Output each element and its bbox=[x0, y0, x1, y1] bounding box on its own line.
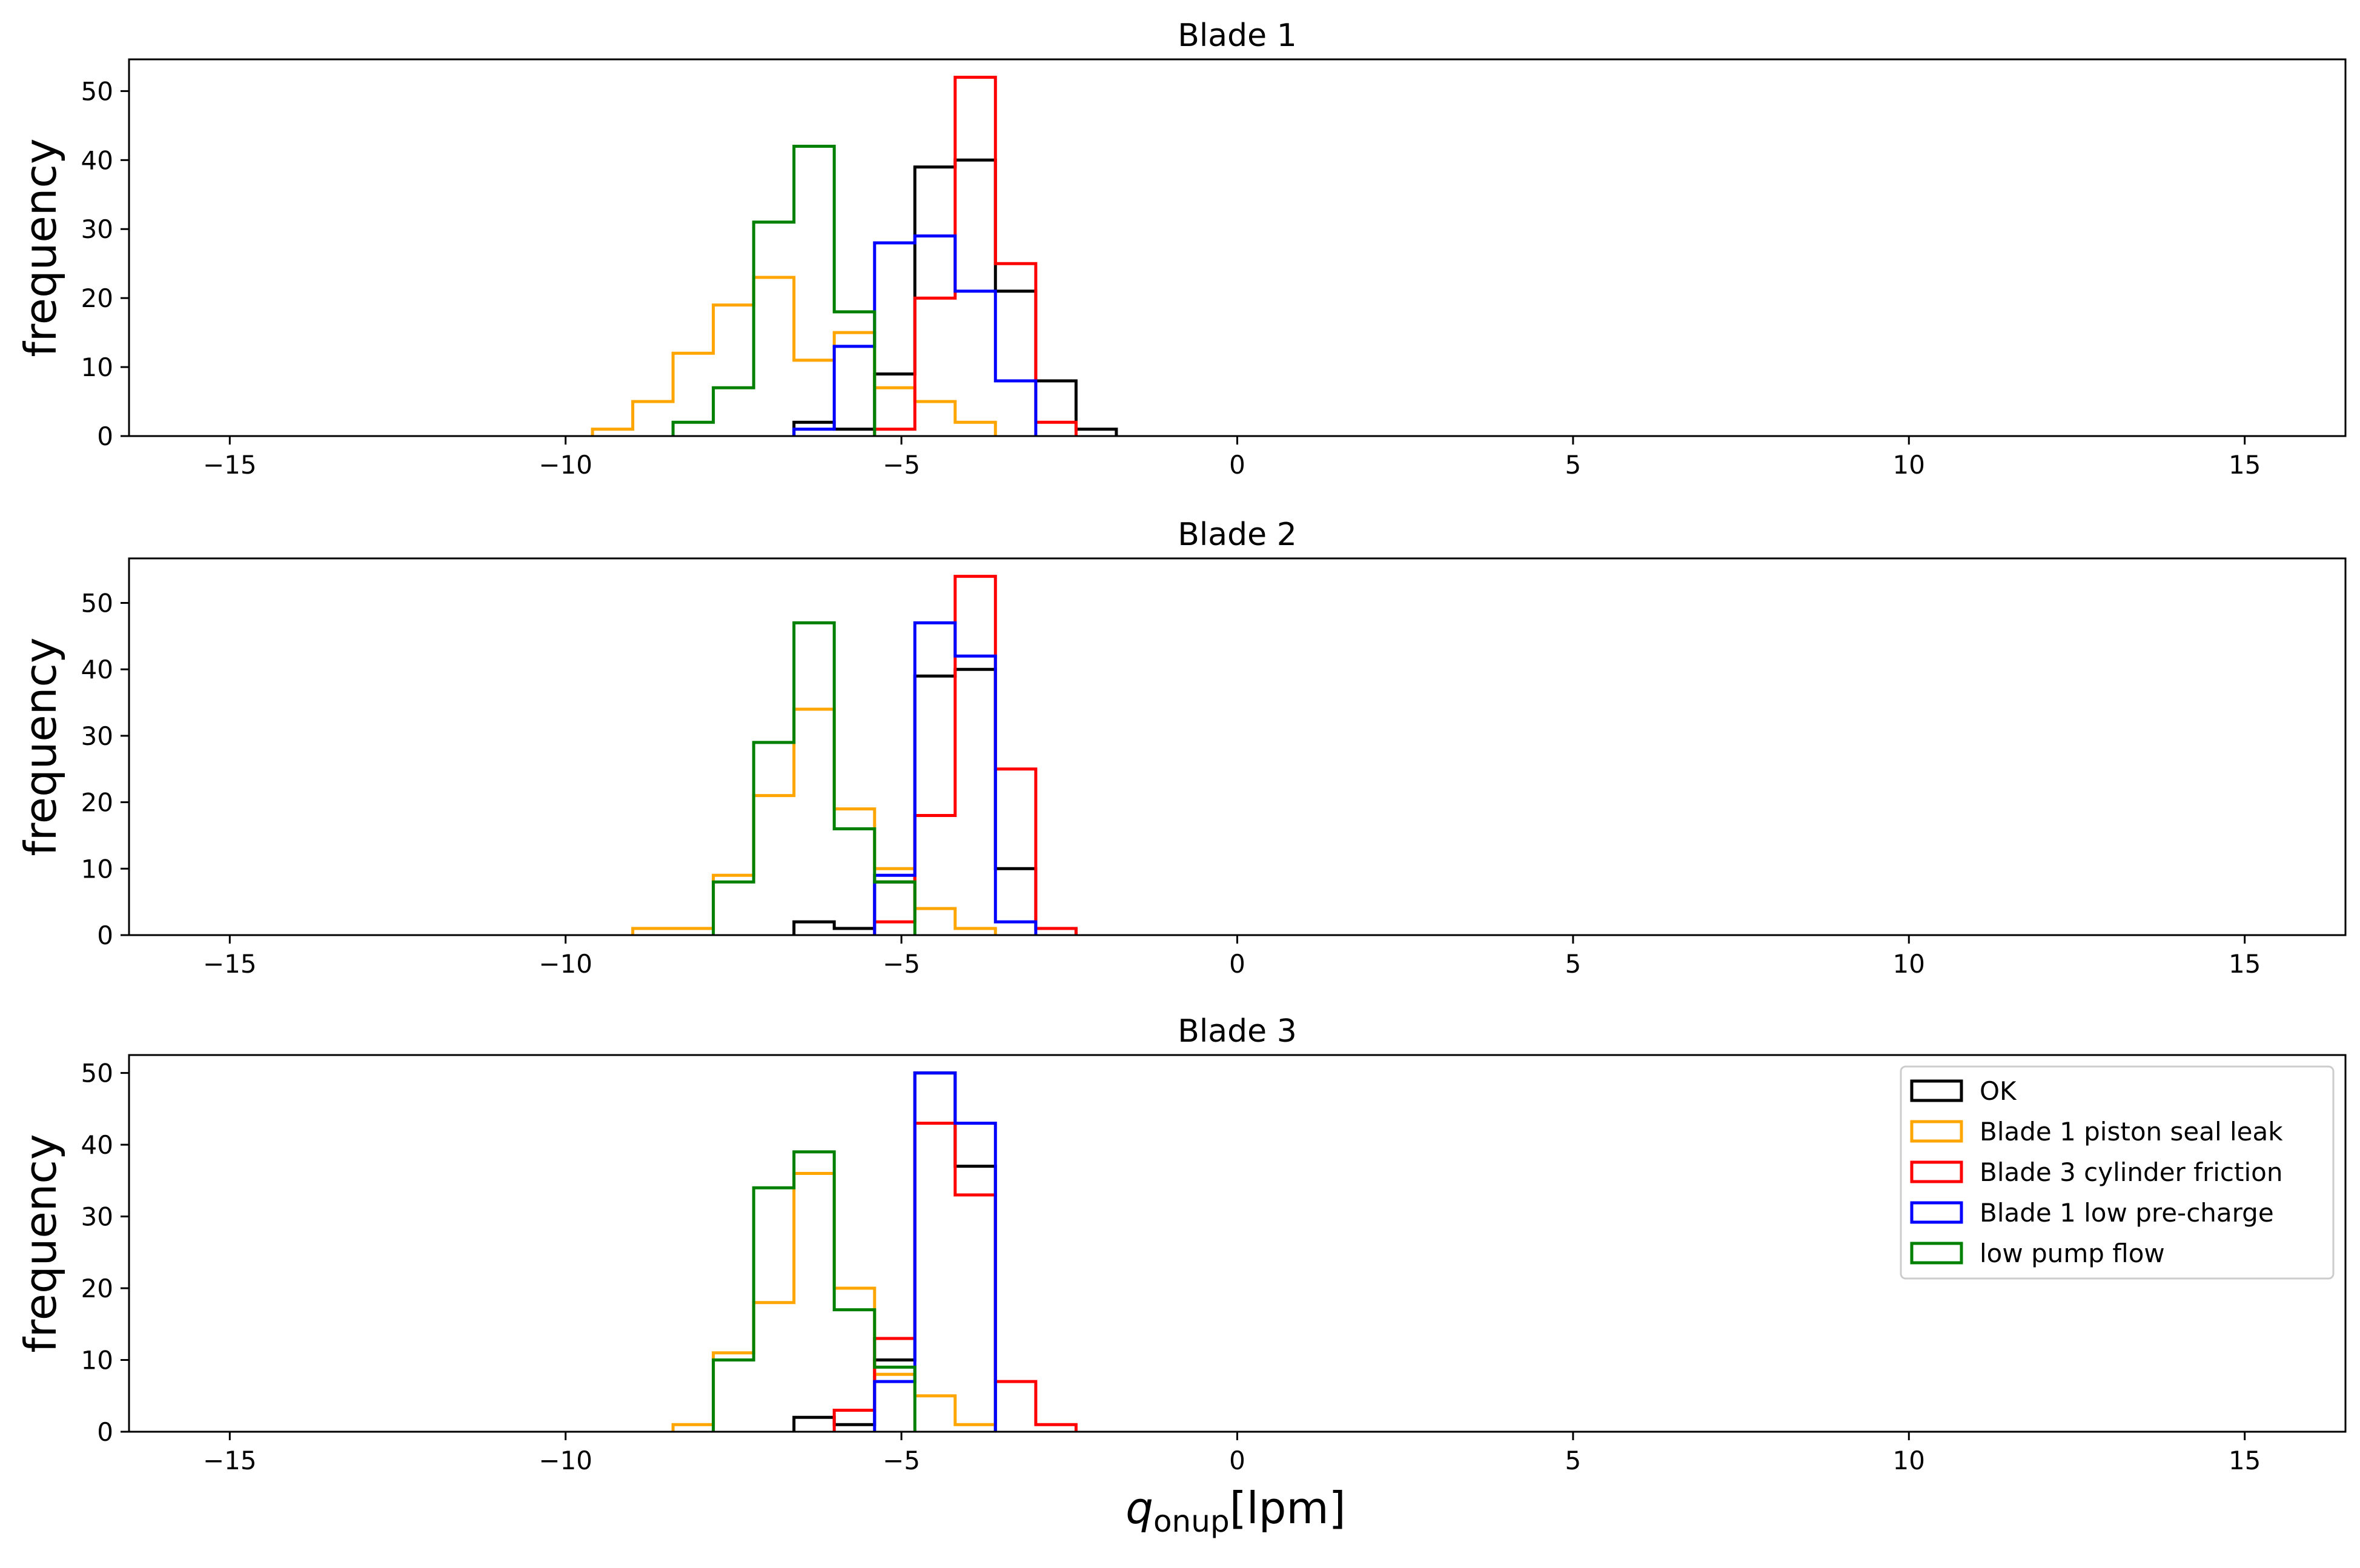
legend-swatch bbox=[1910, 1201, 1963, 1224]
histogram-series bbox=[712, 1150, 916, 1432]
y-tick-label: 50 bbox=[81, 1059, 113, 1088]
y-tick-label: 0 bbox=[97, 422, 113, 451]
y-tick-label: 40 bbox=[81, 1130, 113, 1160]
histogram-series bbox=[873, 1071, 997, 1432]
x-tick-label: 15 bbox=[2229, 450, 2261, 480]
x-tick-label: −5 bbox=[883, 949, 920, 979]
y-tick-label: 30 bbox=[81, 1202, 113, 1232]
y-tick-label: 10 bbox=[81, 854, 113, 884]
x-tick-label: −10 bbox=[539, 1446, 592, 1475]
histogram-series bbox=[591, 276, 997, 436]
y-axis-label: frequency bbox=[15, 138, 66, 357]
x-tick-label: −5 bbox=[883, 1446, 920, 1475]
y-tick-label: 10 bbox=[81, 352, 113, 382]
y-tick-label: 40 bbox=[81, 655, 113, 684]
x-tick-label: 10 bbox=[1893, 949, 1925, 979]
legend-box bbox=[1900, 1065, 2335, 1280]
histogram-series bbox=[792, 234, 1038, 436]
y-axis-label: frequency bbox=[15, 1134, 66, 1352]
x-tick-label: −15 bbox=[203, 1446, 257, 1475]
x-tick-label: 5 bbox=[1565, 450, 1582, 480]
panel-title: Blade 1 bbox=[1178, 18, 1297, 54]
legend-swatch bbox=[1910, 1079, 1963, 1102]
y-tick-label: 10 bbox=[81, 1346, 113, 1375]
x-axis-label: qonup[lpm] bbox=[1125, 1483, 1345, 1539]
panel-1: Blade 1 frequency −15 −10 −5 0 5 10 15 0 10 20 30 40 5… bbox=[15, 18, 2347, 480]
legend-label: Blade 3 cylinder friction bbox=[1980, 1157, 2282, 1187]
y-tick-label: 30 bbox=[81, 721, 113, 751]
panel-title: Blade 2 bbox=[1178, 517, 1297, 553]
x-tick-label: 15 bbox=[2229, 1446, 2261, 1475]
x-tick-label: 0 bbox=[1229, 1446, 1245, 1475]
histogram-series bbox=[873, 575, 1078, 935]
legend-swatch bbox=[1910, 1160, 1963, 1183]
y-tick-label: 40 bbox=[81, 145, 113, 175]
x-tick-label: 0 bbox=[1229, 949, 1245, 979]
panel-3: Blade 3 frequency −15 −10 −5 0 5 10 15 0 10 20 30 40 5… bbox=[15, 1013, 2347, 1475]
legend-label: low pump flow bbox=[1980, 1239, 2165, 1268]
y-tick-label: 20 bbox=[81, 283, 113, 313]
legend-label: OK bbox=[1980, 1076, 2017, 1106]
histogram-series bbox=[873, 76, 1078, 436]
y-tick-label: 50 bbox=[81, 76, 113, 106]
x-tick-label: −10 bbox=[539, 949, 592, 979]
y-tick-label: 0 bbox=[97, 1417, 113, 1447]
panel-2: Blade 2 frequency −15 −10 −5 0 5 10 15 0 10 20 30 40 5… bbox=[15, 517, 2347, 979]
histogram-series bbox=[792, 1071, 997, 1432]
x-tick-label: 15 bbox=[2229, 949, 2261, 979]
x-tick-label: −10 bbox=[539, 450, 592, 480]
x-tick-label: 0 bbox=[1229, 450, 1245, 480]
x-tick-label: −15 bbox=[203, 949, 257, 979]
y-tick-label: 0 bbox=[97, 921, 113, 950]
legend-label: Blade 1 low pre-charge bbox=[1980, 1198, 2274, 1228]
legend-swatch bbox=[1910, 1120, 1963, 1143]
x-tick-label: 5 bbox=[1565, 949, 1582, 979]
y-tick-label: 20 bbox=[81, 788, 113, 818]
x-tick-label: 10 bbox=[1893, 1446, 1925, 1475]
x-tick-label: 10 bbox=[1893, 450, 1925, 480]
x-tick-label: −15 bbox=[203, 450, 257, 480]
y-axis-label: frequency bbox=[15, 637, 66, 856]
y-tick-label: 50 bbox=[81, 588, 113, 618]
legend: OK Blade 1 piston seal leak Blade 3 cylind… bbox=[1900, 1065, 2335, 1280]
legend-label: Blade 1 piston seal leak bbox=[1980, 1117, 2283, 1146]
y-tick-label: 30 bbox=[81, 214, 113, 244]
legend-swatch bbox=[1910, 1242, 1963, 1265]
x-tick-label: −5 bbox=[883, 450, 920, 480]
y-tick-label: 20 bbox=[81, 1274, 113, 1303]
histogram-series bbox=[873, 621, 1038, 935]
x-tick-label: 5 bbox=[1565, 1446, 1582, 1475]
histogram-series bbox=[712, 621, 916, 935]
histogram-series bbox=[671, 145, 877, 436]
panel-title: Blade 3 bbox=[1178, 1013, 1297, 1050]
